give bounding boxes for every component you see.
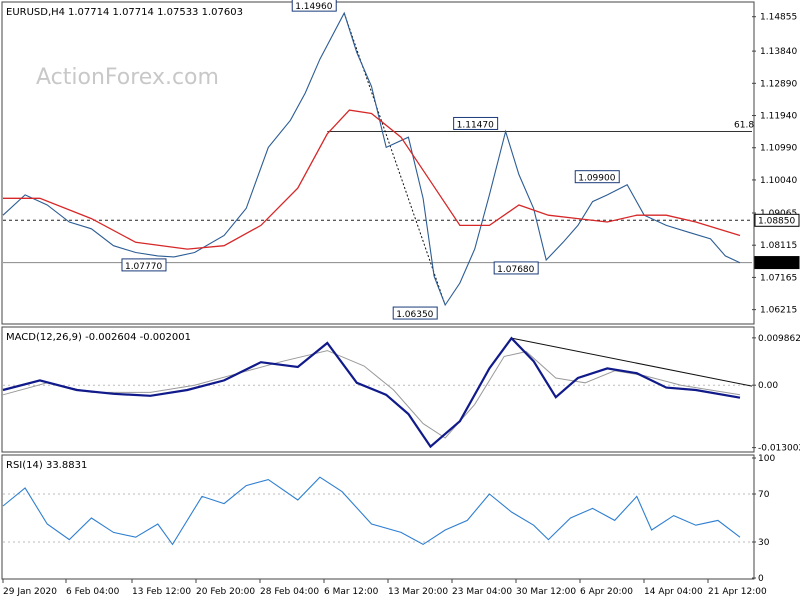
macd-signal-line bbox=[2, 350, 741, 439]
price-panel-frame bbox=[1, 1, 755, 325]
price-ytick-label: 1.11940 bbox=[760, 112, 797, 122]
annotation-1.14960: 1.14960 bbox=[291, 0, 337, 12]
x-tick-label: 23 Mar 04:00 bbox=[452, 587, 512, 597]
x-tick-label: 30 Mar 12:00 bbox=[516, 587, 576, 597]
price-ytick-label: 1.07165 bbox=[760, 273, 797, 283]
macd-ytick-label: -0.013002 bbox=[758, 444, 800, 454]
current-price-label-box bbox=[754, 256, 800, 270]
price-ytick-label: 1.06215 bbox=[760, 306, 797, 316]
rsi-header: RSI(14) 33.8831 bbox=[6, 460, 87, 471]
annotation-box bbox=[453, 116, 499, 130]
annotation-box bbox=[121, 258, 167, 272]
x-tick-label: 29 Jan 2020 bbox=[3, 587, 57, 597]
support-price-label: 1.08850 bbox=[754, 213, 800, 227]
x-tick-label: 6 Mar 12:00 bbox=[324, 587, 379, 597]
price-series-price bbox=[2, 11, 741, 307]
watermark: ActionForex.com bbox=[36, 65, 219, 90]
annotation-label: 1.09900 bbox=[578, 174, 615, 184]
price-header-ohlc: 1.07714 1.07714 1.07533 1.07603 bbox=[68, 7, 243, 18]
x-tick-label: 21 Apr 12:00 bbox=[708, 587, 767, 597]
price-ytick-label: 1.10040 bbox=[760, 176, 797, 186]
decline-dotted-line bbox=[343, 12, 446, 306]
price-ytick-label: 1.13840 bbox=[760, 47, 797, 57]
rsi-ytick-label: 70 bbox=[758, 490, 770, 500]
x-tick-label: 13 Mar 20:00 bbox=[388, 587, 448, 597]
macd-ytick-label: 0.009862 bbox=[758, 334, 800, 344]
rsi-series bbox=[2, 476, 741, 546]
rsi-yticks: 100 70 30 0 bbox=[752, 454, 775, 584]
macd-panel-frame bbox=[1, 326, 755, 453]
annotation-label: 1.07680 bbox=[497, 265, 534, 275]
rsi-panel-frame bbox=[1, 454, 755, 580]
rsi-ytick-label: 30 bbox=[758, 538, 770, 548]
annotation-box bbox=[574, 170, 620, 184]
price-series bbox=[2, 11, 741, 307]
annotation-box bbox=[291, 0, 337, 12]
x-axis: 29 Jan 2020 6 Feb 04:00 13 Feb 12:00 20 Feb… bbox=[2, 579, 767, 597]
price-ytick-label: 1.14855 bbox=[760, 13, 797, 23]
rsi-ytick-label: 100 bbox=[758, 454, 775, 464]
macd-series bbox=[2, 336, 741, 449]
macd-yticks: 0.009862 0.00 -0.013002 bbox=[752, 334, 800, 454]
macd-trendline bbox=[511, 337, 753, 387]
current-price-label-text: 1.07603 bbox=[758, 259, 795, 269]
x-tick-label: 28 Feb 04:00 bbox=[260, 587, 319, 597]
price-ytick-label: 1.10990 bbox=[760, 144, 797, 154]
annotation-label: 1.14960 bbox=[295, 2, 332, 12]
x-tick-label: 20 Feb 20:00 bbox=[196, 587, 255, 597]
x-tick-label: 13 Feb 12:00 bbox=[132, 587, 191, 597]
annotation-label: 1.07770 bbox=[125, 262, 162, 272]
macd-ytick-label: 0.00 bbox=[758, 381, 778, 391]
current-price-label: 1.07603 bbox=[754, 256, 800, 270]
price-ytick-label: 1.12890 bbox=[760, 79, 797, 89]
annotation-box bbox=[493, 261, 539, 275]
x-tick-label: 14 Apr 04:00 bbox=[644, 587, 703, 597]
fib-61-8-label: 61.8 bbox=[734, 120, 754, 130]
annotation-box bbox=[392, 306, 438, 320]
support-price-label-text: 1.08850 bbox=[758, 216, 795, 226]
annotation-1.06350: 1.06350 bbox=[392, 306, 438, 320]
price-annotations: 1.14960 1.11470 1.09900 1.07770 1.07680 1.063… bbox=[121, 0, 620, 320]
macd-main-line bbox=[2, 336, 741, 449]
price-series-sma bbox=[3, 109, 741, 250]
x-tick-label: 6 Apr 20:00 bbox=[580, 587, 633, 597]
annotation-1.07770: 1.07770 bbox=[121, 258, 167, 272]
price-ytick-label: 1.08115 bbox=[760, 241, 797, 251]
price-yticks: 1.14855 1.13840 1.12890 1.11940 1.10990 1.100… bbox=[752, 13, 800, 316]
rsi-line bbox=[2, 476, 741, 546]
price-header-symbol: EURUSD,H4 bbox=[6, 7, 65, 18]
macd-header: MACD(12,26,9) -0.002604 -0.002001 bbox=[6, 332, 191, 343]
annotation-1.11470: 1.11470 bbox=[453, 116, 499, 130]
annotation-1.07680: 1.07680 bbox=[493, 261, 539, 275]
annotation-label: 1.11470 bbox=[457, 120, 494, 130]
macd-guides bbox=[3, 337, 753, 387]
x-tick-label: 6 Feb 04:00 bbox=[66, 587, 120, 597]
annotation-1.09900: 1.09900 bbox=[574, 170, 620, 184]
annotation-label: 1.06350 bbox=[396, 310, 433, 320]
support-price-label-box bbox=[754, 213, 800, 227]
rsi-ytick-label: 0 bbox=[758, 574, 764, 584]
